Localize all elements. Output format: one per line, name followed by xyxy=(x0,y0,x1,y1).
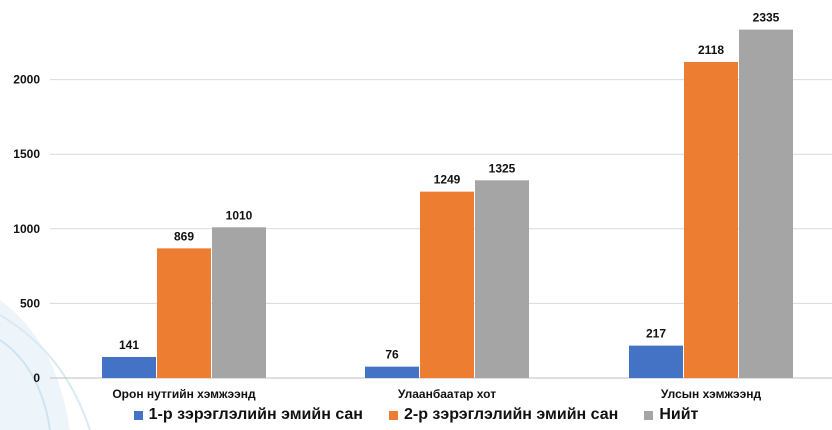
bar-3-1 xyxy=(212,227,266,378)
legend-swatch-series-3 xyxy=(644,410,654,420)
data-label-1-1: 141 xyxy=(119,338,139,352)
category-labels: Орон нутгийн хэмжээнд Улаанбаатар хот Улсы… xyxy=(112,387,761,401)
y-tick-label: 500 xyxy=(20,296,40,310)
legend-label-series-2: 2-р зэрэглэлийн эмийн сан xyxy=(403,406,619,423)
bar-3-2 xyxy=(475,180,529,378)
category-label-3: Улсын хэмжээнд xyxy=(661,387,762,401)
data-labels: 141 869 1010 76 1249 1325 217 2118 2335 xyxy=(119,11,780,362)
legend-label-series-3: Нийт xyxy=(659,406,699,423)
bar-1-3 xyxy=(629,345,683,378)
bar-1-2 xyxy=(365,366,419,378)
data-label-1-3: 217 xyxy=(646,327,666,341)
data-label-3-1: 1010 xyxy=(226,208,253,222)
legend-item-series-1: 1-р зэрэглэлийн эмийн сан xyxy=(133,406,363,424)
category-label-2: Улаанбаатар хот xyxy=(398,387,496,401)
legend-item-series-2: 2-р зэрэглэлийн эмийн сан xyxy=(388,406,619,424)
legend-swatch-series-1 xyxy=(133,410,143,420)
y-tick-label: 2000 xyxy=(13,73,40,87)
bar-1-1 xyxy=(102,356,156,378)
bar-2-3 xyxy=(684,61,738,379)
bar-3-3 xyxy=(739,29,793,378)
data-label-1-2: 76 xyxy=(385,348,399,362)
data-label-2-3: 2118 xyxy=(698,43,724,57)
data-label-3-2: 1325 xyxy=(489,161,516,175)
legend: 1-р зэрэглэлийн эмийн сан 2-р зэрэглэлий… xyxy=(0,403,832,427)
legend-swatch-series-2 xyxy=(388,410,398,420)
bar-2-1 xyxy=(157,248,211,378)
data-label-2-2: 1249 xyxy=(434,173,461,187)
y-tick-label: 0 xyxy=(33,371,40,385)
y-axis-tick-labels: 0 500 1000 1500 2000 xyxy=(13,73,40,385)
bar-2-2 xyxy=(420,191,474,378)
y-tick-label: 1000 xyxy=(13,222,40,236)
category-label-1: Орон нутгийн хэмжээнд xyxy=(112,387,256,401)
legend-label-series-1: 1-р зэрэглэлийн эмийн сан xyxy=(148,406,363,423)
data-label-3-3: 2335 xyxy=(753,11,780,25)
data-label-2-1: 869 xyxy=(174,229,194,243)
legend-item-series-3: Нийт xyxy=(644,406,698,424)
y-tick-label: 1500 xyxy=(13,147,40,161)
bars xyxy=(102,29,793,379)
